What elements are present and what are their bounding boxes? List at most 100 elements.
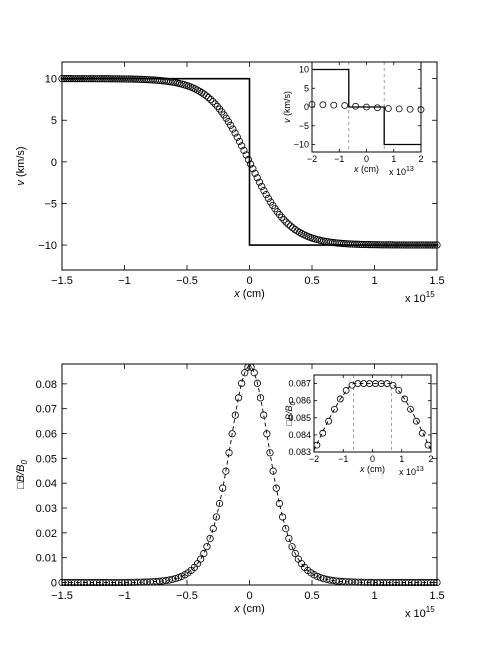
data-point — [234, 394, 243, 402]
data-point — [313, 572, 321, 580]
x-multiplier: x 1013 — [399, 466, 424, 477]
data-point — [213, 102, 221, 110]
data-point — [207, 95, 215, 104]
data-point — [395, 386, 403, 394]
x-axis-label: x (cm) — [233, 288, 265, 300]
data-point — [256, 394, 265, 402]
data-point — [263, 430, 271, 438]
data-point — [197, 555, 205, 563]
x-tick-label: −2 — [307, 154, 317, 164]
step-line — [312, 68, 421, 146]
data-point — [384, 105, 392, 112]
data-point — [278, 213, 286, 221]
y-tick-label: 0.05 — [36, 453, 57, 465]
data-point — [251, 169, 259, 177]
y-tick-label: 0.083 — [288, 447, 311, 457]
y-tick-label: 5 — [51, 115, 57, 127]
data-point — [235, 137, 244, 146]
data-point — [171, 574, 180, 583]
data-point — [262, 190, 270, 199]
data-point — [242, 151, 250, 159]
x-multiplier: x 1015 — [405, 605, 435, 620]
x-axis-label: x (cm) — [353, 164, 379, 174]
data-point — [272, 484, 280, 492]
magnetic-panel: −1.5 −1 −0.5 0 0.5 1 1.5 0 0.01 0.02 0.03 0.04 0.05 0… — [15, 363, 445, 620]
data-point — [203, 543, 211, 551]
x-multiplier: x 1015 — [405, 290, 435, 305]
data-point — [211, 100, 219, 108]
data-point — [215, 499, 224, 508]
data-point — [363, 103, 370, 111]
x-tick-label: −0.5 — [176, 590, 198, 602]
y-tick-label: 0 — [51, 157, 57, 169]
data-point — [231, 129, 239, 137]
x-tick-label: 0 — [370, 454, 375, 464]
y-tick-label: 0.07 — [36, 404, 57, 416]
data-point — [331, 405, 338, 413]
x-tick-label: 1.5 — [429, 275, 444, 287]
y-tick-label: 5 — [304, 83, 309, 93]
x-multiplier: x 1013 — [389, 166, 414, 177]
x-tick-label: 0.5 — [304, 590, 319, 602]
x-tick-label: 0 — [246, 590, 252, 602]
y-tick-label: −10 — [38, 240, 57, 252]
x-tick-label: 0 — [246, 275, 252, 287]
data-point — [293, 227, 301, 235]
x-tick-label: 1 — [399, 454, 404, 464]
y-tick-label: 0.087 — [288, 379, 311, 389]
y-tick-label: 0.08 — [36, 379, 57, 391]
data-point — [255, 178, 264, 186]
data-point — [341, 102, 349, 109]
x-tick-label: −1 — [334, 154, 344, 164]
data-point — [266, 449, 274, 457]
data-point — [238, 379, 246, 387]
data-point — [240, 146, 248, 154]
data-point — [295, 228, 304, 236]
inset-background — [314, 375, 431, 452]
data-point — [164, 77, 173, 86]
data-point — [406, 105, 414, 113]
y-tick-label: −5 — [299, 121, 309, 131]
data-point — [291, 549, 299, 558]
data-point — [227, 121, 235, 129]
y-tick-label: 0.085 — [288, 413, 311, 423]
data-point — [200, 90, 208, 98]
data-point — [352, 102, 360, 110]
x-axis-label: x (cm) — [233, 603, 265, 615]
data-point — [231, 411, 239, 419]
data-point — [431, 241, 439, 249]
data-point — [212, 513, 221, 521]
magnetic-inset: −2 −1 0 1 2 0.083 0.084 0.085 0.086 0.087 x (cm) x … — [284, 374, 434, 477]
x-tick-label: −2 — [309, 454, 319, 464]
y-tick-label: 0.01 — [36, 553, 57, 565]
data-point — [206, 534, 214, 543]
data-point — [288, 543, 296, 551]
data-point — [412, 417, 420, 425]
data-point — [209, 98, 217, 106]
data-point — [249, 165, 257, 173]
data-point — [280, 216, 288, 224]
x-tick-label: −1.5 — [51, 275, 73, 287]
data-point — [286, 222, 295, 230]
data-point — [167, 78, 175, 86]
data-point — [282, 524, 290, 533]
x-tick-label: −0.5 — [176, 275, 198, 287]
x-tick-label: 1 — [371, 590, 377, 602]
y-tick-label: 10 — [299, 65, 309, 75]
x-tick-label: 2 — [428, 454, 433, 464]
data-point — [193, 86, 201, 94]
data-point — [401, 395, 409, 403]
data-point — [250, 369, 258, 377]
data-point — [174, 573, 183, 582]
data-point — [336, 395, 344, 403]
x-tick-label: 0.5 — [304, 275, 319, 287]
y-tick-label: 0 — [51, 578, 57, 590]
data-point — [253, 174, 261, 182]
data-point — [258, 182, 266, 191]
y-tick-label: 0.03 — [36, 503, 57, 515]
y-tick-label: 0 — [304, 102, 309, 112]
x-tick-label: 2 — [418, 154, 423, 164]
data-point — [244, 155, 252, 164]
